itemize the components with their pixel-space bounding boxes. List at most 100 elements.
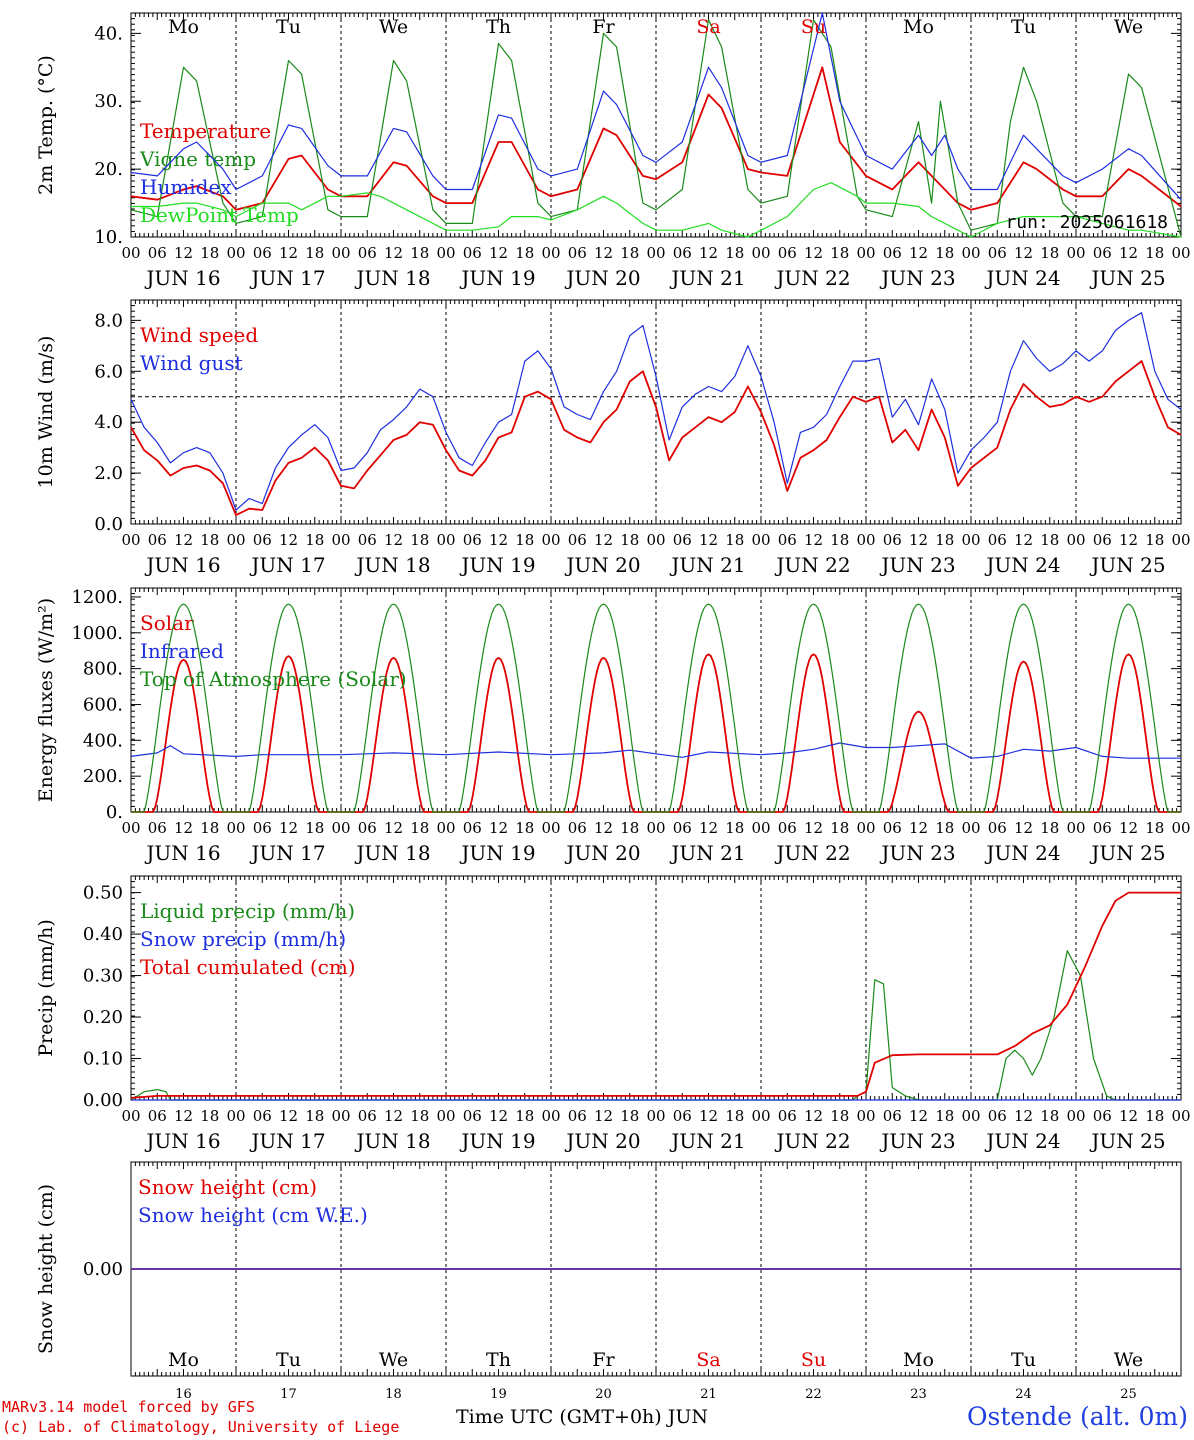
hour-tick-label: 06: [253, 244, 272, 262]
hour-tick-label: 12: [279, 531, 298, 549]
hour-tick-label: 18: [1145, 531, 1164, 549]
hour-tick-label: 00: [751, 244, 770, 262]
hour-tick-label: 12: [594, 531, 613, 549]
y-axis-label: 10m Wind (m/s): [35, 336, 57, 489]
hour-tick-label: 06: [148, 819, 167, 837]
hour-tick-label: 00: [961, 244, 980, 262]
day-number: 23: [910, 1387, 927, 1402]
panel-4: 0.00 0.10 0.20 0.30 0.40 0.50 Precip (mm/h) Liq…: [35, 875, 1191, 1153]
y-tick-label: 600.: [83, 694, 123, 715]
date-label: JUN 19: [459, 266, 535, 290]
hour-tick-label: 18: [515, 531, 534, 549]
weekday-label: We: [379, 16, 408, 38]
panel-5: 0.00 Snow height (cm) Snow height (cm) Snow…: [35, 1161, 1182, 1402]
hour-tick-label: 06: [253, 819, 272, 837]
hour-tick-label: 00: [436, 1107, 455, 1125]
hour-tick-label: 06: [358, 819, 377, 837]
hour-tick-label: 18: [620, 1107, 639, 1125]
hour-tick-label: 06: [568, 531, 587, 549]
y-tick-label: 400.: [83, 730, 123, 751]
hour-tick-label: 18: [935, 244, 954, 262]
legend-entry: Total cumulated (cm): [140, 955, 356, 979]
weekday-label: We: [1114, 1349, 1143, 1371]
hour-tick-label: 12: [174, 244, 193, 262]
hour-tick-label: 12: [699, 819, 718, 837]
hour-tick-label: 12: [384, 244, 403, 262]
y-tick-label: 0.00: [83, 1259, 123, 1280]
hour-tick-label: 12: [1119, 531, 1138, 549]
y-tick-label: 0.20: [83, 1007, 123, 1028]
hour-tick-label: 18: [830, 1107, 849, 1125]
date-label: JUN 21: [669, 1129, 745, 1153]
y-tick-label: 10.: [94, 227, 123, 248]
hour-tick-label: 00: [436, 819, 455, 837]
hour-tick-label: 18: [1040, 819, 1059, 837]
weekday-label: Tu: [276, 1349, 301, 1371]
date-label: JUN 21: [669, 266, 745, 290]
date-label: JUN 23: [879, 1129, 955, 1153]
hour-tick-label: 06: [148, 244, 167, 262]
hour-tick-label: 18: [305, 244, 324, 262]
hour-tick-label: 00: [646, 819, 665, 837]
hour-tick-label: 12: [594, 244, 613, 262]
date-label: JUN 18: [354, 553, 430, 577]
hour-tick-label: 06: [988, 244, 1007, 262]
hour-tick-label: 00: [436, 531, 455, 549]
hour-tick-label: 00: [121, 819, 140, 837]
hour-tick-label: 00: [331, 1107, 350, 1125]
hour-tick-label: 12: [1014, 244, 1033, 262]
date-label: JUN 21: [669, 841, 745, 865]
y-tick-label: 800.: [83, 659, 123, 680]
hour-tick-label: 00: [751, 819, 770, 837]
date-label: JUN 23: [879, 841, 955, 865]
hour-tick-label: 18: [200, 531, 219, 549]
legend-entry: Snow height (cm W.E.): [138, 1203, 368, 1227]
hour-tick-label: 18: [935, 531, 954, 549]
model-credit: MARv3.14 model forced by GFS: [2, 1398, 255, 1416]
hour-tick-label: 06: [673, 1107, 692, 1125]
date-label: JUN 16: [144, 841, 220, 865]
hour-tick-label: 00: [226, 819, 245, 837]
y-tick-label: 0.30: [83, 966, 123, 987]
hour-tick-label: 12: [594, 1107, 613, 1125]
hour-tick-label: 06: [358, 531, 377, 549]
date-label: JUN 19: [459, 553, 535, 577]
panel-1: 10.20.30.40.2m Temp. (°C) TemperatureVign…: [35, 12, 1191, 290]
hour-tick-label: 18: [1145, 244, 1164, 262]
date-label: JUN 21: [669, 553, 745, 577]
x-axis-title: Time UTC (GMT+0h) JUN: [456, 1406, 708, 1428]
legend-entry: Solar: [140, 611, 194, 635]
series-temperature: [130, 66, 1182, 211]
hour-tick-label: 18: [725, 819, 744, 837]
hour-tick-label: 00: [436, 244, 455, 262]
hour-tick-label: 06: [148, 531, 167, 549]
hour-tick-label: 06: [883, 244, 902, 262]
hour-tick-label: 12: [909, 819, 928, 837]
hour-tick-label: 12: [804, 1107, 823, 1125]
hour-tick-label: 00: [226, 1107, 245, 1125]
hour-tick-label: 00: [226, 244, 245, 262]
hour-tick-label: 12: [174, 1107, 193, 1125]
date-label: JUN 17: [249, 266, 325, 290]
hour-tick-label: 06: [358, 1107, 377, 1125]
hour-tick-label: 06: [778, 819, 797, 837]
y-tick-label: 20.: [94, 159, 123, 180]
hour-tick-label: 00: [646, 531, 665, 549]
day-number: 18: [385, 1387, 402, 1402]
hour-tick-label: 06: [883, 1107, 902, 1125]
date-label: JUN 17: [249, 841, 325, 865]
y-tick-label: 6.0: [94, 361, 123, 382]
hour-tick-label: 06: [1093, 819, 1112, 837]
hour-tick-label: 18: [725, 1107, 744, 1125]
y-tick-label: 8.0: [94, 310, 123, 331]
date-label: JUN 20: [564, 266, 640, 290]
legend-entry: Top of Atmosphere (Solar): [140, 667, 407, 691]
weekday-label: Tu: [1011, 1349, 1036, 1371]
hour-tick-label: 18: [935, 1107, 954, 1125]
hour-tick-label: 00: [1066, 1107, 1085, 1125]
date-label: JUN 20: [564, 841, 640, 865]
panel-2: 0.0 2.0 4.0 6.0 8.0 10m Wind (m/s) Wind speed W…: [35, 299, 1191, 577]
date-label: JUN 23: [879, 266, 955, 290]
hour-tick-label: 12: [1014, 531, 1033, 549]
hour-tick-label: 06: [988, 819, 1007, 837]
